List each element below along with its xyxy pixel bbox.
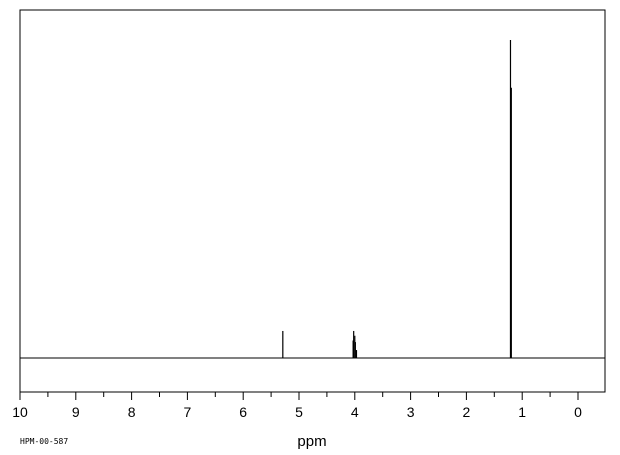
x-axis-tick-labels: 10 9 8 7 6 5 4 3 2 1 0 bbox=[12, 404, 582, 420]
x-axis-label: ppm bbox=[297, 433, 326, 450]
tick-label: 2 bbox=[463, 404, 471, 420]
tick-label: 3 bbox=[407, 404, 415, 420]
tick-label: 1 bbox=[518, 404, 526, 420]
tick-label: 9 bbox=[72, 404, 80, 420]
spectrum-code-label: HPM-00-587 bbox=[20, 437, 68, 446]
spectrum-peaks bbox=[282, 40, 512, 358]
tick-label: 7 bbox=[184, 404, 192, 420]
plot-frame bbox=[19, 9, 606, 393]
tick-label: 4 bbox=[351, 404, 359, 420]
tick-label: 5 bbox=[295, 404, 303, 420]
x-axis-ticks bbox=[19, 392, 579, 400]
tick-label: 10 bbox=[12, 404, 28, 420]
tick-label: 6 bbox=[239, 404, 247, 420]
tick-label: 8 bbox=[128, 404, 136, 420]
tick-label: 0 bbox=[574, 404, 582, 420]
